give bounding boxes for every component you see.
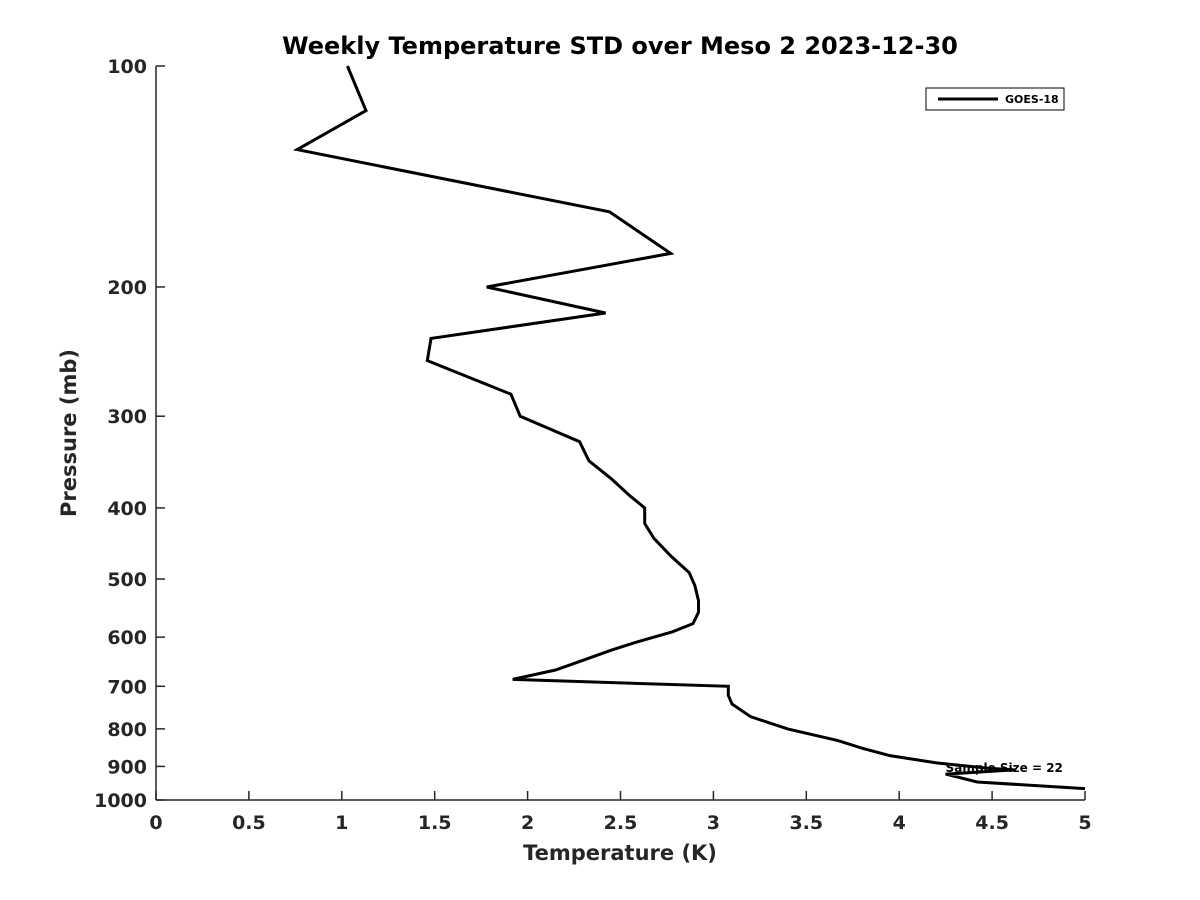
- y-tick-label: 300: [107, 406, 147, 428]
- x-tick-label: 1: [335, 812, 348, 834]
- y-axis-ticks: 100 200 300 400 500 600 700 800 900 1000: [94, 56, 165, 812]
- annotation-layer: Sample Size = 22: [946, 761, 1063, 775]
- y-tick-label: 600: [107, 627, 147, 649]
- x-tick-label: 4: [893, 812, 906, 834]
- x-tick-label: 0: [149, 812, 162, 834]
- plot-area: [156, 66, 1085, 800]
- x-tick-label: 2: [521, 812, 534, 834]
- series-layer: [292, 65, 1086, 791]
- x-tick-label: 0.5: [232, 812, 266, 834]
- y-axis-label: Pressure (mb): [57, 349, 81, 517]
- series-line-goes-18: [292, 65, 1086, 791]
- y-tick-label: 1000: [94, 790, 147, 812]
- y-tick-label: 900: [107, 756, 147, 778]
- x-tick-label: 2.5: [604, 812, 638, 834]
- x-axis-ticks: 0 0.5 1 1.5 2 2.5 3 3.5 4 4.5 5: [149, 791, 1092, 834]
- legend-label-goes-18: GOES-18: [1005, 93, 1059, 106]
- x-axis-label: Temperature (K): [523, 841, 717, 865]
- x-tick-label: 4.5: [975, 812, 1009, 834]
- sample-size-annotation: Sample Size = 22: [946, 761, 1063, 775]
- y-tick-label: 200: [107, 277, 147, 299]
- y-tick-label: 800: [107, 719, 147, 741]
- x-tick-label: 3: [707, 812, 720, 834]
- y-tick-label: 100: [107, 56, 147, 78]
- y-tick-label: 700: [107, 676, 147, 698]
- x-tick-label: 1.5: [418, 812, 452, 834]
- x-tick-label: 5: [1078, 812, 1091, 834]
- chart-title: Weekly Temperature STD over Meso 2 2023-…: [282, 32, 958, 60]
- y-tick-label: 400: [107, 498, 147, 520]
- x-tick-label: 3.5: [789, 812, 823, 834]
- y-tick-label: 500: [107, 569, 147, 591]
- legend: GOES-18: [925, 87, 1065, 111]
